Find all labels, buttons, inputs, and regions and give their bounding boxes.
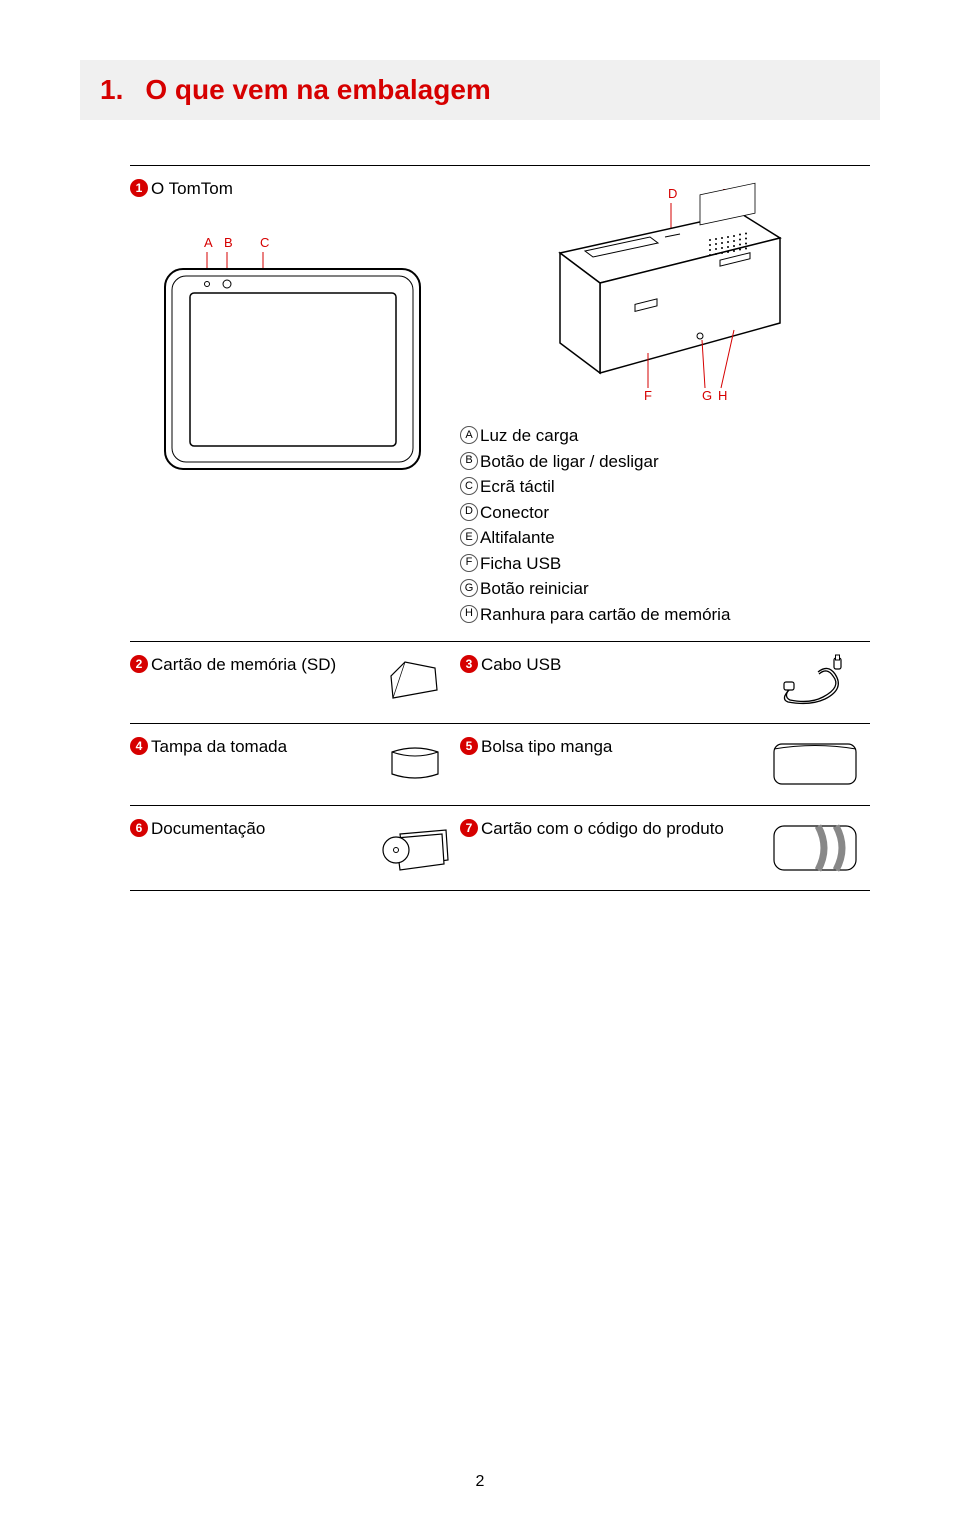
- label-C: C: [260, 235, 269, 250]
- item4-label: Tampa da tomada: [151, 736, 287, 757]
- legend-text-G: Botão reiniciar: [480, 576, 589, 602]
- row-item-1: 1 O TomTom A B C: [130, 165, 870, 641]
- label-G: G: [702, 388, 712, 403]
- row-items-6-7: 6 Documentação 7 Cartão com o c: [130, 805, 870, 891]
- badge-3: 3: [460, 655, 478, 673]
- label-A: A: [204, 235, 213, 250]
- legend-list: ALuz de carga BBotão de ligar / desligar…: [460, 423, 870, 627]
- sd-card-icon: [370, 654, 460, 709]
- chapter-title: O que vem na embalagem: [145, 74, 490, 106]
- legend-text-A: Luz de carga: [480, 423, 578, 449]
- label-H: H: [718, 388, 727, 403]
- legend-letter-C: C: [460, 477, 478, 495]
- label-B: B: [224, 235, 233, 250]
- socket-cover-icon: [370, 736, 460, 791]
- chapter-heading: 1. O que vem na embalagem: [80, 60, 880, 120]
- usb-cable-icon: [760, 654, 870, 709]
- chapter-number: 1.: [100, 74, 123, 106]
- badge-7: 7: [460, 819, 478, 837]
- badge-5: 5: [460, 737, 478, 755]
- item7-label: Cartão com o código do produto: [481, 818, 724, 839]
- legend-letter-A: A: [460, 426, 478, 444]
- badge-1: 1: [130, 179, 148, 197]
- item6-label: Documentação: [151, 818, 265, 839]
- legend-letter-E: E: [460, 528, 478, 546]
- label-D: D: [668, 186, 677, 201]
- legend-text-F: Ficha USB: [480, 551, 561, 577]
- badge-6: 6: [130, 819, 148, 837]
- row-items-4-5: 4 Tampa da tomada 5 Bolsa tipo manga: [130, 723, 870, 805]
- legend-text-B: Botão de ligar / desligar: [480, 449, 659, 475]
- legend-text-H: Ranhura para cartão de memória: [480, 602, 730, 628]
- legend-letter-H: H: [460, 605, 478, 623]
- sleeve-icon: [760, 736, 870, 791]
- legend-letter-G: G: [460, 579, 478, 597]
- legend-letter-B: B: [460, 452, 478, 470]
- item2-label: Cartão de memória (SD): [151, 654, 336, 675]
- legend-letter-F: F: [460, 554, 478, 572]
- item5-label: Bolsa tipo manga: [481, 736, 612, 757]
- label-F: F: [644, 388, 652, 403]
- legend-text-D: Conector: [480, 500, 549, 526]
- device-back-illustration: D E: [460, 178, 870, 423]
- legend-letter-D: D: [460, 503, 478, 521]
- row-items-2-3: 2 Cartão de memória (SD) 3 Cabo USB: [130, 641, 870, 723]
- page-number: 2: [0, 1473, 960, 1491]
- documentation-icon: [370, 818, 460, 876]
- product-code-card-icon: [760, 818, 870, 876]
- badge-4: 4: [130, 737, 148, 755]
- device-front-illustration: A B C: [130, 199, 460, 519]
- legend-text-C: Ecrã táctil: [480, 474, 555, 500]
- legend-text-E: Altifalante: [480, 525, 555, 551]
- item1-label: O TomTom: [151, 178, 233, 199]
- badge-2: 2: [130, 655, 148, 673]
- item3-label: Cabo USB: [481, 654, 561, 675]
